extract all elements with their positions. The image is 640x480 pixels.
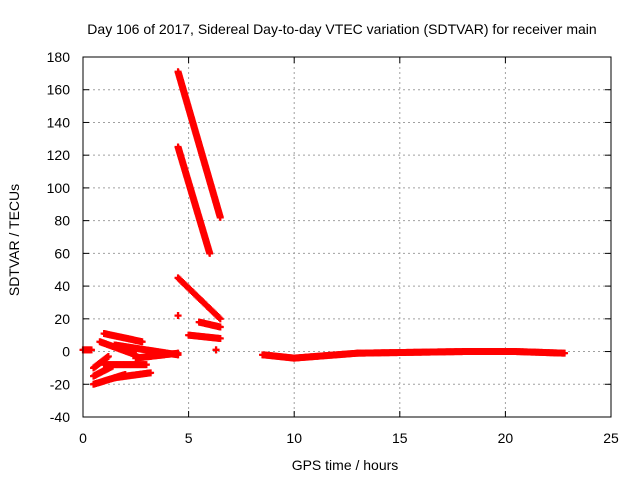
x-tick-label: 25	[603, 430, 619, 446]
data-point	[104, 352, 112, 360]
plot-frame	[82, 56, 612, 418]
tick-layer: 0 5 10 15 20 25 -40 -20 0 20 40 60 80 100 120 140 160 180	[47, 49, 619, 446]
x-tick-label: 5	[185, 430, 193, 446]
y-tick-label: -40	[50, 409, 70, 425]
data-series	[79, 330, 182, 388]
data-point	[87, 346, 95, 354]
data-point	[142, 361, 150, 369]
data-point	[216, 334, 224, 342]
data-point	[216, 323, 224, 331]
data-point	[147, 369, 155, 377]
y-axis-label: SDTVAR / TECUs	[6, 184, 22, 296]
x-axis-label: GPS time / hours	[292, 457, 399, 473]
y-tick-label: 180	[47, 49, 71, 65]
y-tick-label: 140	[47, 114, 71, 130]
x-tick-label: 15	[392, 430, 408, 446]
data-point	[212, 346, 220, 354]
y-tick-label: 160	[47, 82, 71, 98]
y-tick-label: 0	[62, 344, 70, 360]
data-point	[174, 349, 182, 357]
x-tick-label: 0	[79, 430, 87, 446]
y-tick-label: 20	[54, 311, 70, 327]
y-tick-label: 120	[47, 147, 71, 163]
data-points	[79, 68, 569, 388]
data-series	[259, 348, 569, 362]
data-point	[174, 312, 182, 320]
y-tick-label: 60	[54, 245, 70, 261]
data-point	[561, 349, 569, 357]
data-point	[138, 338, 146, 346]
x-tick-label: 10	[286, 430, 302, 446]
data-point	[215, 314, 223, 322]
data-point	[216, 315, 224, 323]
y-tick-label: 40	[54, 278, 70, 294]
y-tick-label: 100	[47, 180, 71, 196]
x-tick-label: 20	[498, 430, 514, 446]
y-tick-label: 80	[54, 213, 70, 229]
data-series	[174, 68, 224, 354]
grid-layer	[83, 57, 611, 417]
chart-title: Day 106 of 2017, Sidereal Day-to-day VTE…	[87, 21, 596, 37]
y-tick-label: -20	[50, 376, 70, 392]
data-point	[216, 213, 224, 221]
data-point	[206, 249, 214, 257]
